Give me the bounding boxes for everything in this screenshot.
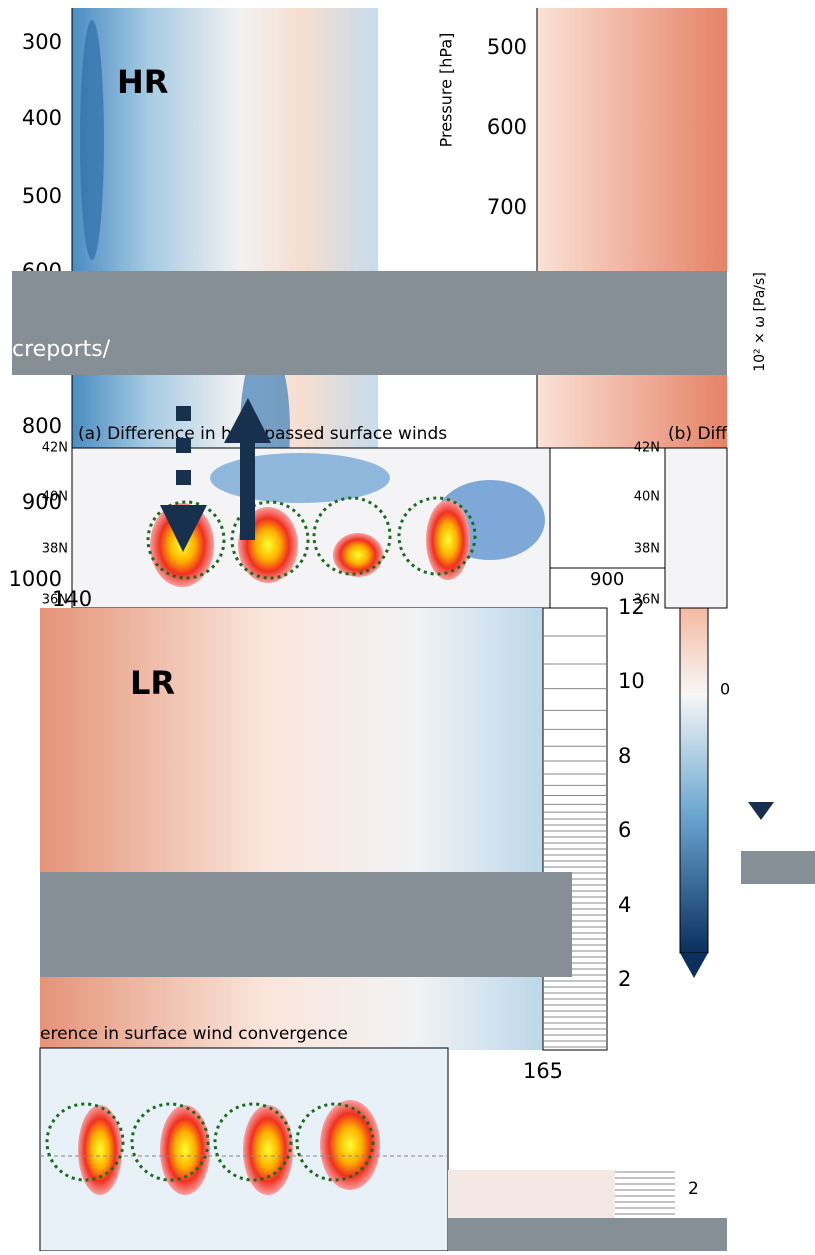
contour (160, 1105, 210, 1195)
arrow (224, 398, 271, 443)
panel (549, 447, 666, 569)
y-tick-label: 6 (618, 818, 631, 842)
banner-text: creports/ (12, 337, 111, 362)
y-tick-label: 8 (618, 744, 631, 768)
y-tick-label: 2 (618, 967, 631, 991)
dotted-circle (397, 496, 477, 576)
contour (243, 1105, 293, 1195)
map-title: (b) Diff (668, 424, 728, 444)
tick-label: 2 (688, 1179, 699, 1199)
lat-label: 36N (42, 593, 68, 608)
y-tick-label: 12 (618, 595, 645, 619)
lat-label: 36N (634, 593, 660, 608)
contour-panel (448, 1170, 615, 1218)
arrow (240, 440, 255, 540)
y-tick-label: 1000 (9, 567, 62, 591)
contour (320, 1100, 380, 1190)
tick-label: 900 (590, 569, 624, 590)
dotted-circle (130, 1102, 210, 1182)
contour (333, 533, 383, 577)
y-tick-label: 600 (487, 115, 527, 139)
banner (448, 1218, 727, 1251)
arrow (176, 406, 191, 421)
y-tick-label: 900 (22, 490, 62, 514)
y-tick-label: 10 (618, 669, 645, 693)
arrow (748, 802, 774, 820)
contour (78, 1105, 122, 1195)
lat-label: 38N (634, 542, 660, 557)
map-title: erence in surface wind convergence (40, 1024, 348, 1044)
arrow (160, 505, 207, 552)
map (664, 447, 728, 609)
y-tick-label: 400 (22, 106, 62, 130)
ladder (542, 607, 608, 1051)
banner (741, 851, 815, 884)
arrow (176, 438, 191, 453)
contour (210, 453, 390, 503)
banner (40, 872, 572, 977)
contour (80, 20, 104, 260)
colorbar-tick: 0 (720, 680, 730, 699)
lat-label: 40N (42, 490, 68, 505)
x-tick-label: 140 (52, 587, 92, 611)
dotted-circle (295, 1102, 375, 1182)
colorbar (679, 607, 709, 954)
lat-label: 42N (634, 441, 660, 456)
y-tick-label: 4 (618, 893, 631, 917)
y-axis-label: Pressure [hPa] (437, 33, 456, 148)
contour-panel (537, 8, 727, 450)
dotted-circle (45, 1102, 125, 1182)
panel-label: HR (117, 63, 168, 101)
colorbar-label: 10² × ω [Pa/s] (752, 272, 768, 372)
panel-label: LR (130, 664, 175, 702)
banner (12, 271, 727, 375)
y-tick-label: 300 (22, 30, 62, 54)
dotted-circle (230, 500, 310, 580)
y-tick-label: 500 (22, 184, 62, 208)
dotted-circle (146, 500, 226, 580)
y-tick-label: 500 (487, 35, 527, 59)
y-tick-label: 700 (487, 195, 527, 219)
contour (426, 500, 470, 580)
lat-label: 40N (634, 490, 660, 505)
x-tick-label: 165 (523, 1059, 563, 1083)
lat-label: 38N (42, 542, 68, 557)
dotted-circle (213, 1102, 293, 1182)
colorbar-extend (680, 953, 708, 978)
y-tick-label: 800 (22, 414, 62, 438)
dotted-circle (312, 496, 392, 576)
lat-label: 42N (42, 441, 68, 456)
arrow (176, 470, 191, 485)
contour-panel (40, 608, 543, 1050)
